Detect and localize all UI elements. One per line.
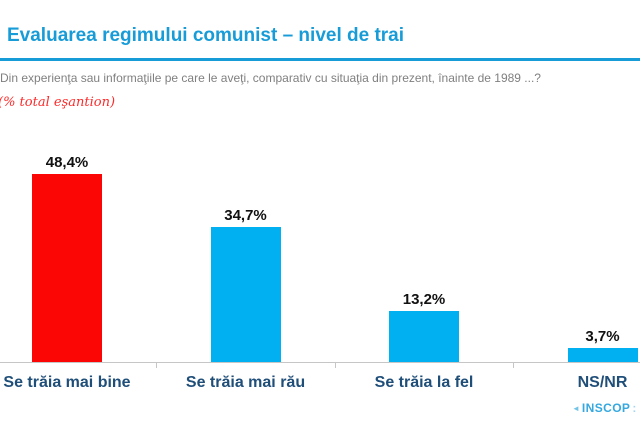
bar: [32, 174, 102, 362]
logo-text: INSCOP: [581, 401, 631, 415]
bar-value-label: 48,4%: [45, 154, 89, 171]
bar: [210, 227, 281, 362]
category-label: Se trăia mai rău: [185, 374, 306, 391]
page-title: Evaluarea regimului comunist – nivel de …: [7, 25, 405, 46]
title-underline: [0, 58, 640, 61]
x-axis-tick: [335, 362, 336, 368]
x-axis-line: [0, 362, 640, 363]
x-axis-tick: [513, 362, 514, 368]
bar: [389, 311, 459, 362]
survey-question: Din experienţa sau informaţiile pe care …: [0, 71, 541, 85]
bar-value-label: 34,7%: [224, 207, 267, 224]
x-axis-tick: [156, 362, 157, 368]
logo-bird-icon: ◄: [572, 404, 580, 413]
bar-value-label: 13,2%: [402, 291, 446, 308]
category-label: Se trăia la fel: [374, 374, 474, 391]
logo-clipped-text: :: [632, 401, 637, 415]
category-label: NS/NR: [577, 374, 628, 391]
sample-note: (% total eşantion): [0, 95, 116, 110]
bar-value-label: 3,7%: [585, 328, 620, 345]
inscop-logo: ◄ INSCOP :: [572, 401, 636, 415]
bar: [567, 348, 638, 362]
category-label: Se trăia mai bine: [3, 374, 131, 391]
